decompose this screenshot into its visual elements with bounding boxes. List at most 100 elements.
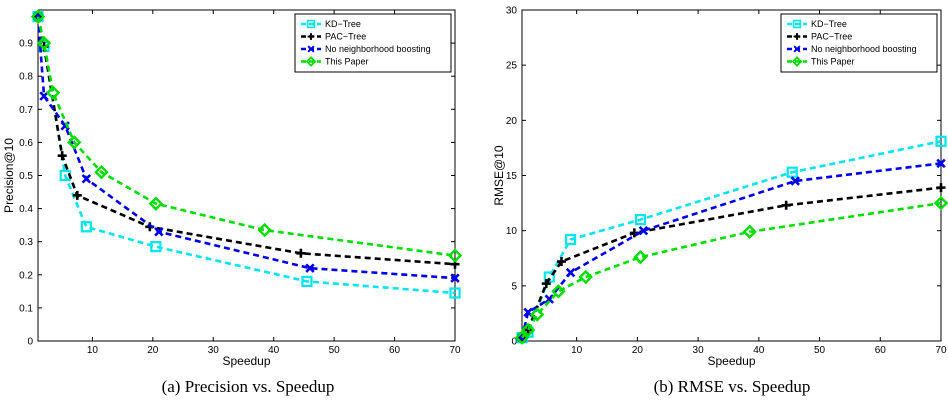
y-tick-label-a: 0.2 <box>19 270 33 281</box>
x-axis-label-b: Speedup <box>707 354 755 368</box>
data-point-b-0-shape <box>634 214 647 226</box>
data-point-b-3-shape <box>514 330 530 345</box>
x-tick-label-b: 30 <box>693 345 705 356</box>
legend-marker-b-0 <box>792 19 802 29</box>
data-point-b-1-shape <box>781 200 791 210</box>
data-point-b-0-shape <box>564 233 577 246</box>
data-point-a-2 <box>39 91 49 101</box>
data-point-a-3 <box>447 248 463 263</box>
data-point-b-1-shape <box>523 325 533 335</box>
x-tick-label-b: 20 <box>632 345 644 356</box>
data-point-b-3-shape <box>578 269 593 285</box>
legend-label-a-2: No neighborhood boosting <box>325 44 431 54</box>
data-point-b-3-shape <box>742 224 757 239</box>
data-point-a-3-shape <box>36 35 52 51</box>
legend-label-b-2: No neighborhood boosting <box>811 44 917 54</box>
x-tick-label-a: 20 <box>147 345 159 356</box>
y-tick-label-b: 30 <box>506 6 518 17</box>
data-point-b-1-shape <box>556 257 566 267</box>
data-point-b-1 <box>523 325 533 335</box>
data-point-b-1 <box>781 200 791 210</box>
data-point-a-3 <box>30 9 46 24</box>
data-point-a-1 <box>72 190 82 200</box>
data-point-b-2 <box>638 225 649 236</box>
legend-marker-a-0 <box>306 19 316 29</box>
data-point-a-1-shape <box>296 248 306 258</box>
legend-marker-a-1 <box>307 33 315 40</box>
legend-marker-b-3-shape <box>791 56 803 67</box>
data-point-a-1 <box>296 248 306 258</box>
legend-marker-b-2 <box>793 45 801 53</box>
data-point-b-3-shape <box>933 195 948 211</box>
legend-label-a-1: PAC−Tree <box>325 32 366 42</box>
data-point-b-0 <box>935 135 947 147</box>
data-point-a-1-shape <box>72 190 82 200</box>
data-point-a-0-shape <box>301 275 313 288</box>
legend-label-b-3: This Paper <box>811 57 855 67</box>
legend-marker-b-3 <box>791 56 803 67</box>
data-point-a-3-shape <box>148 196 164 211</box>
data-point-b-2 <box>936 158 946 169</box>
data-point-b-3 <box>742 224 757 239</box>
data-point-a-3 <box>67 135 82 150</box>
legend-marker-a-2-shape <box>307 45 315 53</box>
data-point-a-0 <box>301 275 313 288</box>
y-axis-label-b: RMSE@10 <box>492 145 506 206</box>
y-tick-label-a: 0.5 <box>19 171 33 182</box>
y-tick-label-b: 20 <box>506 116 518 127</box>
data-point-b-0 <box>564 233 577 246</box>
legend-label-a-0: KD−Tree <box>325 19 361 29</box>
data-point-b-3 <box>514 330 530 345</box>
plot-area-a <box>30 9 463 299</box>
data-point-a-0-shape <box>80 221 92 233</box>
data-point-a-3-shape <box>67 135 82 150</box>
y-tick-label-b: 25 <box>506 61 518 72</box>
y-tick-label-a: 0.1 <box>19 303 33 314</box>
data-point-b-3-shape <box>529 307 545 322</box>
data-point-a-1 <box>57 151 67 161</box>
data-point-a-3 <box>257 222 272 238</box>
plot-area-b <box>514 135 948 345</box>
data-point-b-3 <box>551 284 566 299</box>
legend-a: KD−Tree PAC−Tree No neighborhood boosting T… <box>294 13 452 73</box>
legend-marker-a-1-shape <box>307 33 315 40</box>
data-point-a-3 <box>148 196 164 211</box>
y-tick-label-a: 0.6 <box>19 138 33 149</box>
legend-box-b <box>780 13 938 73</box>
data-point-b-2-shape <box>565 267 576 278</box>
data-point-b-3-shape <box>520 322 536 338</box>
data-point-a-0 <box>449 287 461 299</box>
data-point-b-2-shape <box>638 225 649 236</box>
data-point-b-2-shape <box>544 294 555 304</box>
x-axis-label-a: Speedup <box>222 354 270 368</box>
data-point-b-2-shape <box>790 176 800 186</box>
y-tick-label-a: 0 <box>27 337 33 348</box>
y-tick-label-b: 5 <box>511 281 517 292</box>
data-point-b-3 <box>933 195 948 211</box>
x-tick-label-b: 40 <box>753 345 765 356</box>
data-point-a-2-shape <box>39 91 49 101</box>
x-tick-label-b: 50 <box>814 345 826 356</box>
data-point-b-1 <box>936 183 946 193</box>
legend-marker-a-3-shape <box>305 56 317 67</box>
data-point-a-2-shape <box>305 263 315 273</box>
data-point-a-0 <box>150 241 162 253</box>
legend-marker-b-1-shape <box>793 33 801 40</box>
x-tick-label-a: 40 <box>268 345 280 356</box>
data-point-a-0 <box>80 221 92 233</box>
data-point-a-2 <box>450 273 460 283</box>
data-point-a-2 <box>305 263 315 273</box>
legend-label-b-1: PAC−Tree <box>811 32 852 42</box>
data-point-b-1-shape <box>936 183 946 193</box>
legend-marker-b-1 <box>793 33 801 40</box>
data-point-a-2 <box>60 121 70 131</box>
y-tick-label-a: 0.9 <box>19 39 33 50</box>
x-tick-label-a: 10 <box>87 345 99 356</box>
data-point-b-0-shape <box>935 135 947 147</box>
y-tick-label-b: 10 <box>506 226 518 237</box>
data-point-b-2 <box>565 267 576 278</box>
data-point-b-2-shape <box>936 158 946 169</box>
data-point-a-2-shape <box>450 273 460 283</box>
data-point-a-0-shape <box>449 287 461 299</box>
